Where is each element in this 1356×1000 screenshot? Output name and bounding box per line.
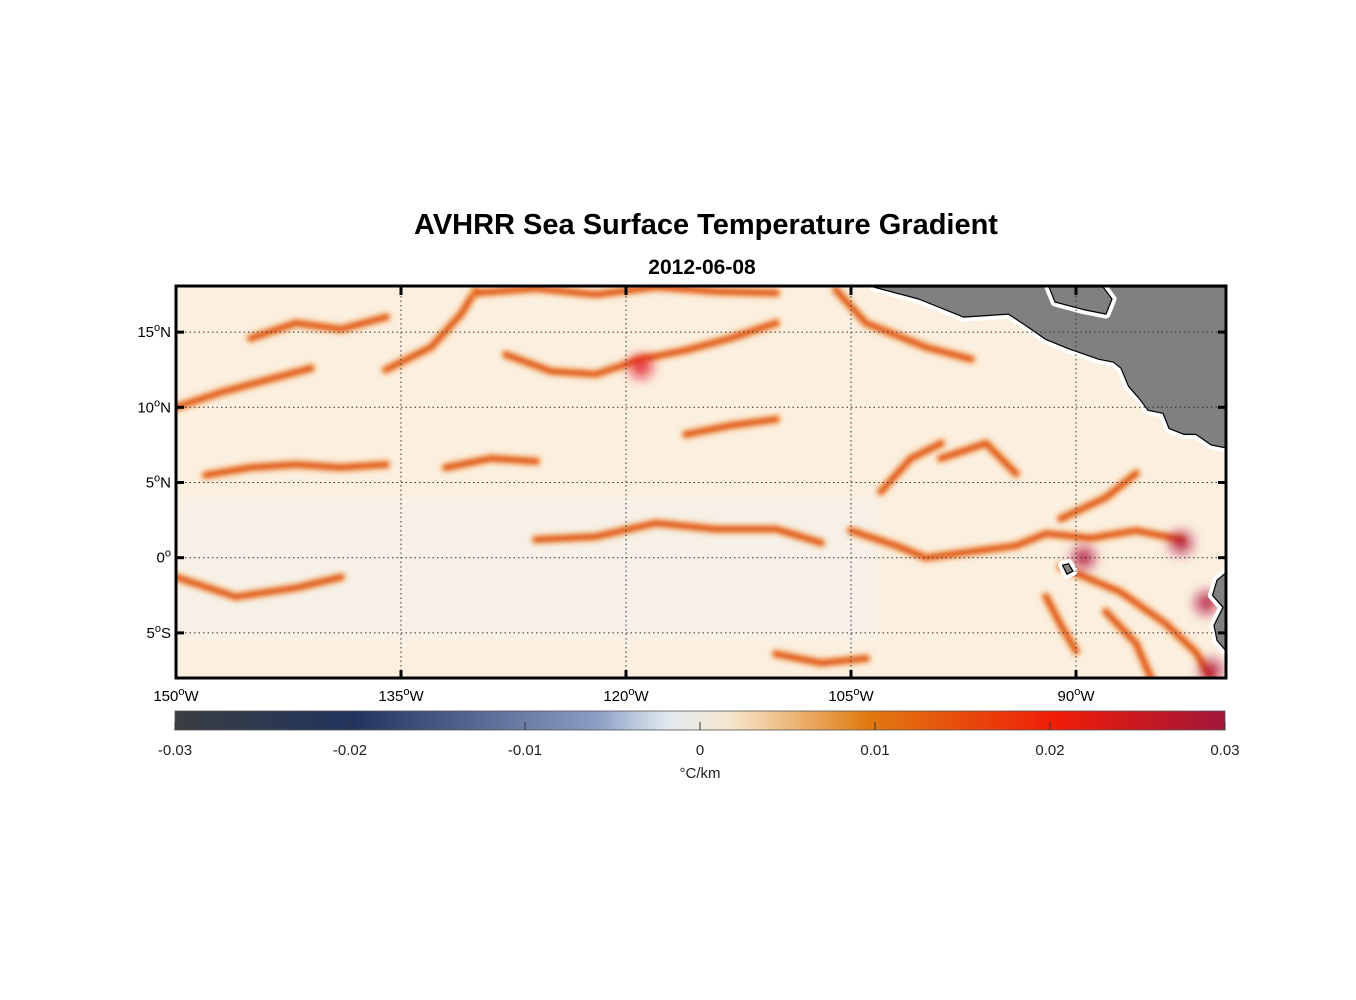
colorbar-tick-label-5: 0.02: [1035, 742, 1064, 759]
front-line-15: [443, 455, 539, 471]
x-tick-label-2: 120oW: [603, 686, 649, 705]
front-line-18: [176, 574, 344, 600]
front-line-17: [773, 650, 869, 666]
hotspot-4: [630, 355, 652, 378]
front-line-6: [533, 520, 824, 546]
y-tick-label-1: 10oN: [137, 397, 171, 416]
x-axis: 150oW 135oW 120oW 105oW 90oW: [153, 287, 1095, 705]
colorbar-tick-label-3: 0: [696, 742, 704, 759]
x-tick-label-3: 105oW: [828, 686, 874, 705]
chart-subtitle: 2012-06-08: [648, 256, 756, 279]
landmass: [869, 287, 1226, 656]
y-tick-label-4: 5oS: [147, 623, 171, 642]
map-area: [176, 287, 1226, 678]
colorbar-tick-label-2: -0.01: [508, 742, 542, 759]
x-tick-label-1: 135oW: [378, 686, 424, 705]
front-line-0: [176, 365, 314, 411]
front-line-7: [848, 527, 1184, 561]
colorbar-tick-label-4: 0.01: [860, 742, 889, 759]
chart-title: AVHRR Sea Surface Temperature Gradient: [414, 209, 998, 241]
y-axis: 15oN 10oN 5oN 0o 5oS: [137, 322, 1226, 642]
front-line-14: [203, 461, 389, 478]
front-line-5: [833, 287, 974, 363]
front-line-11: [1103, 608, 1154, 678]
y-tick-label-0: 15oN: [137, 322, 171, 341]
front-line-10: [1043, 593, 1079, 654]
hotspot-0: [1170, 531, 1192, 554]
equatorial-cool-band: [176, 500, 876, 640]
colorbar-tick-label-0: -0.03: [158, 742, 192, 759]
colorbar-label: °C/km: [680, 765, 721, 782]
land-polygon-3: [1061, 563, 1074, 575]
x-tick-label-0: 150oW: [153, 686, 199, 705]
hotspot-1: [1072, 546, 1095, 569]
x-tick-label-4: 90oW: [1058, 686, 1096, 705]
colorbar-ticks: -0.03 -0.02 -0.01 0 0.01 0.02 0.03: [158, 722, 1240, 759]
front-line-16: [683, 416, 779, 438]
front-line-12: [938, 440, 1019, 477]
front-line-8: [1058, 470, 1139, 522]
colorbar-tick-label-6: 0.03: [1210, 742, 1239, 759]
y-tick-label-3: 0o: [157, 548, 171, 567]
land-polygon-1: [1048, 287, 1113, 315]
land-polygon-0: [872, 287, 1226, 449]
front-line-1: [248, 314, 389, 342]
y-tick-label-2: 5oN: [146, 473, 171, 492]
front-line-13: [878, 440, 944, 495]
hotspot-3: [1200, 659, 1222, 678]
colorbar-tick-label-1: -0.02: [333, 742, 367, 759]
front-line-2: [383, 287, 479, 373]
front-line-9: [1058, 563, 1214, 678]
